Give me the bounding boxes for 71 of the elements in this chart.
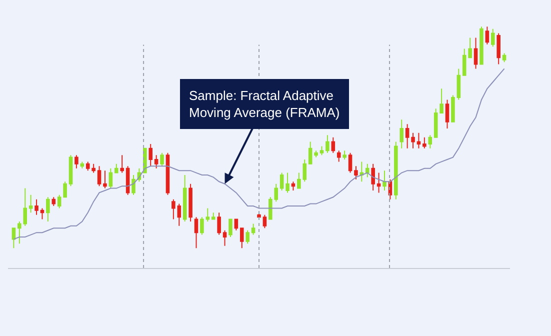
candlestick xyxy=(434,108,438,138)
candlestick xyxy=(182,174,187,222)
candlestick xyxy=(331,136,336,154)
candlestick xyxy=(148,144,153,167)
candlestick xyxy=(376,172,381,194)
candlestick xyxy=(286,172,290,194)
candlestick xyxy=(40,208,44,220)
candlestick xyxy=(132,174,136,196)
candlestick xyxy=(348,152,352,174)
candlestick xyxy=(496,32,500,65)
candlestick xyxy=(206,208,210,222)
candlestick xyxy=(502,52,506,63)
candlestick xyxy=(160,152,164,167)
candlestick xyxy=(371,163,375,191)
candlestick xyxy=(103,170,107,189)
candlestick xyxy=(480,26,484,65)
candlestick xyxy=(490,28,495,48)
candlestick xyxy=(405,124,410,149)
candlestick xyxy=(428,134,432,149)
candlestick xyxy=(80,161,84,169)
candlestick xyxy=(422,136,426,149)
candlestick xyxy=(63,181,67,198)
candlestick xyxy=(280,172,284,191)
candlestick xyxy=(354,166,358,180)
candlestick xyxy=(445,99,450,129)
candlestick xyxy=(451,94,455,122)
candlestick xyxy=(166,152,170,196)
candlestick xyxy=(336,150,341,162)
candlestick xyxy=(485,26,490,45)
candlestick xyxy=(314,150,318,158)
candlestick xyxy=(97,166,102,187)
candlestick xyxy=(34,198,38,216)
candlestick xyxy=(456,68,461,100)
candlestick xyxy=(200,216,204,236)
candlestick xyxy=(114,163,118,174)
candlestick xyxy=(74,154,78,169)
candlestick xyxy=(46,196,50,222)
candlestick xyxy=(326,134,330,154)
candlestick xyxy=(440,88,444,114)
candlestick xyxy=(217,212,221,236)
candlestick xyxy=(365,163,370,178)
candlestick xyxy=(234,218,238,231)
candlestick xyxy=(308,141,312,164)
candlestick xyxy=(320,146,324,156)
annotation: Sample: Fractal Adaptive Moving Average (FRAMA) xyxy=(189,88,340,120)
candlestick xyxy=(474,37,478,70)
candlestick xyxy=(12,228,16,249)
candlestick xyxy=(154,154,158,169)
candlestick xyxy=(400,119,404,149)
candlestick xyxy=(291,181,296,191)
candlestick xyxy=(52,196,56,206)
candlestick xyxy=(68,154,73,187)
candlestick xyxy=(222,230,227,246)
candlestick xyxy=(108,168,113,189)
candlestick xyxy=(194,216,198,249)
candlestick xyxy=(342,150,346,160)
candlestick xyxy=(394,141,398,200)
candlestick xyxy=(28,194,33,214)
candlestick xyxy=(411,132,415,149)
candlestick xyxy=(262,214,267,229)
candlestick xyxy=(188,183,192,222)
candlestick xyxy=(416,132,421,149)
candlestick xyxy=(246,230,250,244)
candlestick xyxy=(360,161,364,182)
candlestick xyxy=(57,194,62,209)
candlestick xyxy=(228,218,232,238)
candlestick xyxy=(251,223,256,236)
candlestick xyxy=(240,228,244,249)
candlestick xyxy=(211,212,216,220)
candlestick xyxy=(382,170,386,191)
candlestick xyxy=(120,154,124,174)
